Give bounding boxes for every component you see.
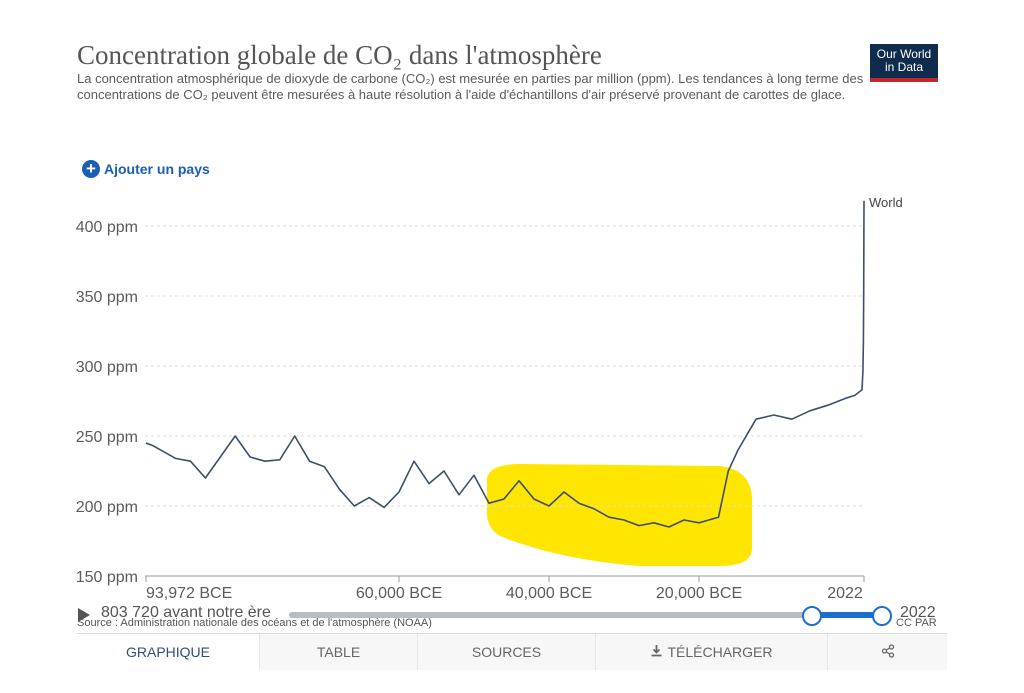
tab-download-label: TÉLÉCHARGER xyxy=(667,644,773,660)
logo-line-2: in Data xyxy=(884,60,924,74)
y-tick-label: 200 ppm xyxy=(76,499,138,516)
x-tick-label: 93,972 BCE xyxy=(146,585,232,602)
chart-subtitle: La concentration atmosphérique de dioxyd… xyxy=(77,71,867,103)
tab-sources[interactable]: SOURCES xyxy=(417,634,595,670)
y-tick-label: 350 ppm xyxy=(76,289,138,306)
y-tick-label: 250 ppm xyxy=(76,429,138,446)
timeline-end-label: 2022 xyxy=(900,604,936,621)
x-tick-label: 60,000 BCE xyxy=(356,585,442,602)
timeline-selected-range xyxy=(811,612,881,618)
y-tick-label: 300 ppm xyxy=(76,359,138,376)
tab-bar: GRAPHIQUE TABLE SOURCES TÉLÉCHARGER xyxy=(77,633,947,670)
share-icon xyxy=(881,643,895,661)
tab-chart-label: GRAPHIQUE xyxy=(125,644,210,660)
tab-table-label: TABLE xyxy=(316,644,361,660)
tab-chart[interactable]: GRAPHIQUE xyxy=(77,634,259,670)
x-tick-label: 40,000 BCE xyxy=(506,585,592,602)
highlight-annotation xyxy=(486,464,752,566)
add-country-label: Ajouter un pays xyxy=(104,161,210,177)
play-icon[interactable] xyxy=(78,608,90,622)
chart-title: Concentration globale de CO₂ dans l'atmo… xyxy=(77,40,602,70)
y-tick-label: 150 ppm xyxy=(76,569,138,586)
subtitle-line-1: La concentration atmosphérique de dioxyd… xyxy=(77,71,864,86)
timeline-slider-track[interactable] xyxy=(289,612,881,618)
y-tick-label: 400 ppm xyxy=(76,219,138,236)
series-label-world: World xyxy=(869,195,903,210)
series-line-world xyxy=(145,200,865,528)
tab-share[interactable] xyxy=(827,634,947,670)
timeline-start-handle[interactable] xyxy=(802,606,822,626)
timeline-end-handle[interactable] xyxy=(872,606,892,626)
license-note[interactable]: CC PAR xyxy=(896,617,937,629)
x-tick-label: 20,000 BCE xyxy=(656,585,742,602)
tab-table[interactable]: TABLE xyxy=(259,634,417,670)
owid-logo[interactable]: Our World in Data xyxy=(870,44,938,82)
timeline-start-label: 803 720 avant notre ère xyxy=(101,604,271,621)
logo-line-1: Our World xyxy=(876,47,932,61)
subtitle-line-2: concentrations de CO₂ peuvent être mesur… xyxy=(77,87,846,102)
tab-download[interactable]: TÉLÉCHARGER xyxy=(595,634,827,670)
download-icon xyxy=(650,644,663,660)
source-note[interactable]: Source : Administration nationale des oc… xyxy=(77,617,432,629)
x-tick-label: 2022 xyxy=(827,585,863,602)
plus-circle-icon: + xyxy=(82,160,100,178)
add-country-button[interactable]: + Ajouter un pays xyxy=(82,160,210,178)
tab-sources-label: SOURCES xyxy=(471,644,542,660)
